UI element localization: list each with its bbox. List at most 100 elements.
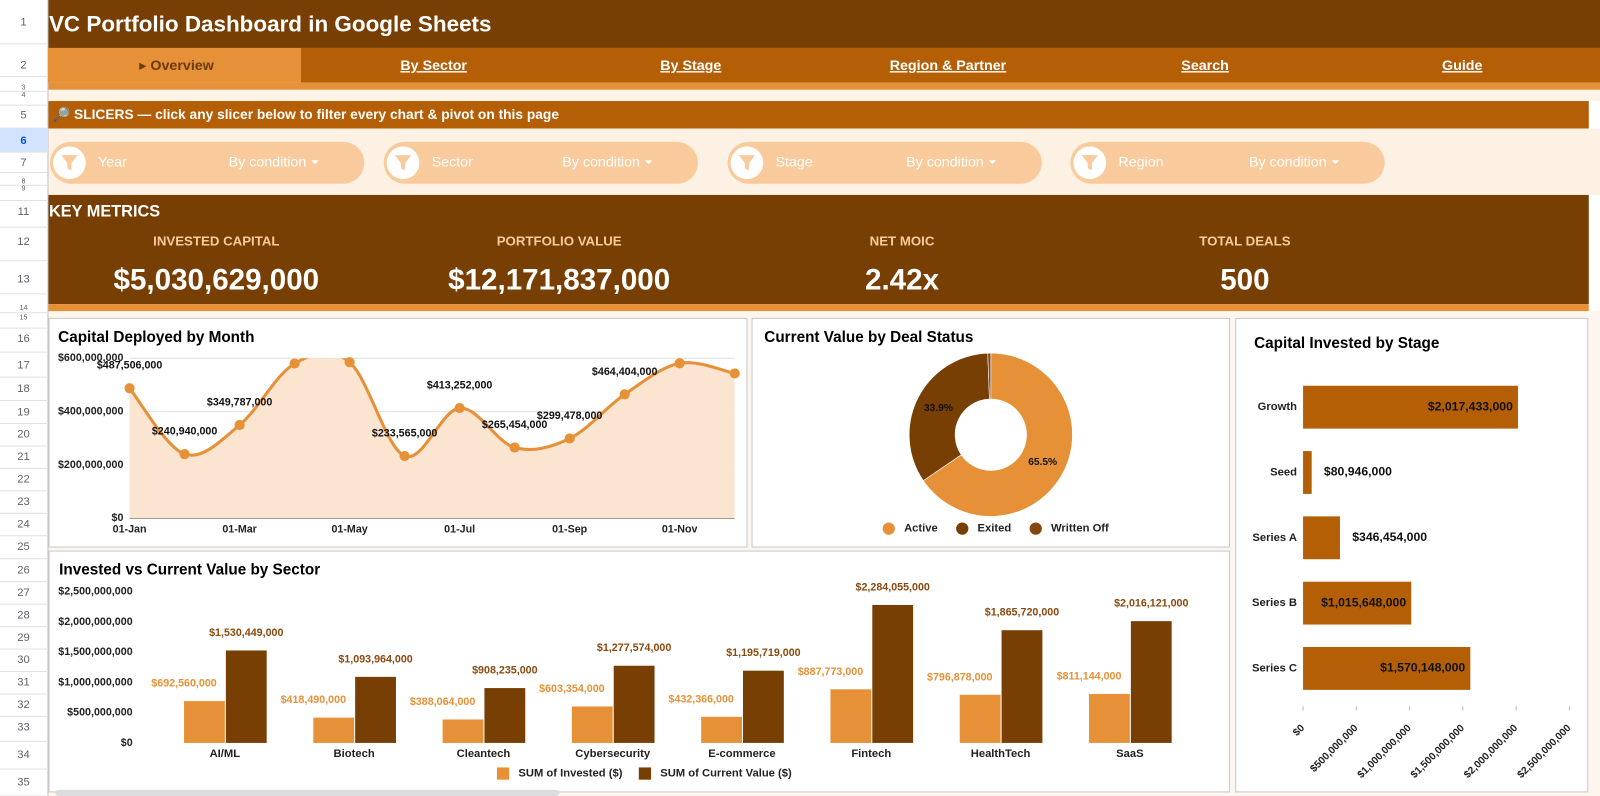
slicer-condition[interactable]: By condition	[229, 155, 307, 171]
y-tick-label: $1,000,000,000	[58, 676, 132, 688]
data-label: $80,946,000	[1324, 465, 1392, 479]
row-number: 5	[20, 109, 26, 121]
chart-title: Invested vs Current Value by Sector	[59, 562, 320, 579]
dropdown-caret	[1331, 160, 1339, 165]
legend-swatch	[1029, 522, 1042, 535]
y-tick-label: Series A	[1252, 532, 1296, 544]
data-label: $432,366,000	[668, 693, 734, 705]
slicer[interactable]	[50, 141, 365, 184]
dropdown-caret	[988, 160, 997, 165]
data-label: $2,284,055,000	[856, 581, 930, 593]
slicer-condition[interactable]: By condition	[906, 155, 984, 171]
slicer-field: Region	[1118, 155, 1163, 171]
metric-value: 2.42x	[865, 263, 940, 296]
bar	[1303, 451, 1312, 494]
row-number: 35	[17, 777, 29, 789]
point	[509, 442, 520, 453]
dropdown-caret	[311, 160, 319, 165]
tab[interactable]: By Sector	[400, 58, 467, 74]
slicer[interactable]	[727, 141, 1042, 184]
tab-bar	[47, 47, 1600, 83]
slicer-banner	[47, 101, 1589, 129]
slicer[interactable]	[383, 141, 698, 184]
data-label: $349,787,000	[207, 396, 273, 408]
area	[129, 358, 735, 519]
row-number: 22	[17, 474, 29, 486]
tab[interactable]: Guide	[1442, 58, 1482, 74]
y-tick-label: $1,500,000,000	[58, 646, 132, 658]
data-label: $1,015,648,000	[1321, 595, 1406, 609]
legend-label: Written Off	[1051, 523, 1109, 535]
row-number: 4	[21, 91, 25, 99]
data-label: $603,354,000	[539, 683, 605, 695]
scrollbar[interactable]	[55, 789, 560, 796]
x-tick-label: AI/ML	[210, 748, 241, 760]
row-headers: 1234567891112131415161718192021222324252…	[0, 16, 48, 796]
data-label: $1,530,449,000	[209, 627, 283, 639]
row-number: 29	[17, 632, 29, 644]
bar	[571, 706, 613, 743]
row-number: 26	[17, 564, 29, 576]
slicer-field: Stage	[776, 155, 813, 171]
legend-label: SUM of Current Value ($)	[660, 768, 792, 780]
dropdown-caret	[645, 160, 653, 165]
tab-active[interactable]	[47, 47, 302, 83]
data-label: $811,144,000	[1057, 670, 1122, 682]
data-label: $299,478,000	[537, 410, 603, 422]
x-tick-label: 01-Jan	[113, 523, 147, 535]
point	[289, 358, 300, 369]
x-tick-label: 01-Sep	[552, 523, 588, 535]
slicer[interactable]	[1070, 141, 1385, 184]
x-tick-label: Fintech	[851, 748, 891, 760]
y-tick-label: $200,000,000	[58, 459, 124, 471]
data-label: $487,506,000	[97, 360, 163, 372]
x-tick-label: 01-Nov	[662, 523, 698, 535]
bar	[743, 670, 784, 743]
data-label: $2,016,121,000	[1114, 598, 1188, 610]
row-number: 27	[17, 587, 29, 599]
tab[interactable]: By Stage	[660, 58, 721, 74]
y-tick-label: $0	[112, 512, 124, 524]
row-number: 16	[17, 333, 29, 345]
data-label: $908,235,000	[472, 665, 538, 677]
metric-value: 500	[1220, 263, 1269, 296]
row-number: 1	[20, 16, 26, 28]
row-number: 23	[17, 496, 29, 508]
filter-icon	[394, 155, 412, 171]
data-label: $1,570,148,000	[1380, 661, 1465, 675]
tab[interactable]: ▸ Overview	[139, 58, 214, 74]
data-label: $1,195,719,000	[726, 647, 800, 659]
dashboard-title: VC Portfolio Dashboard in Google Sheets	[49, 11, 492, 36]
bar	[442, 719, 484, 743]
point	[399, 450, 410, 462]
key-metrics-panel	[47, 194, 1589, 305]
bar	[1303, 385, 1518, 429]
tab[interactable]: Search	[1181, 58, 1229, 74]
row-number: 18	[17, 383, 29, 395]
row-number: 28	[17, 609, 29, 621]
row-number: 6	[20, 135, 26, 147]
filter-icon	[61, 155, 78, 171]
row-number: 24	[17, 519, 29, 531]
slicer-condition[interactable]: By condition	[562, 155, 640, 171]
row-number: 21	[17, 451, 29, 463]
title-bar	[47, 0, 1600, 48]
bar	[1303, 647, 1471, 690]
tab[interactable]: Region & Partner	[890, 58, 1007, 74]
row-number: 25	[17, 541, 29, 553]
data-label: $1,093,964,000	[338, 653, 412, 665]
bar	[1303, 581, 1412, 625]
data-label: $418,490,000	[281, 694, 347, 706]
y-tick-label: $600,000,000	[58, 352, 124, 364]
point	[124, 383, 135, 394]
bar	[872, 604, 914, 743]
slicer-condition[interactable]: By condition	[1249, 155, 1327, 171]
y-tick-label: Series B	[1252, 597, 1297, 609]
y-tick-label: $2,500,000,000	[58, 586, 132, 598]
metrics-strip	[47, 304, 1589, 312]
point	[674, 358, 685, 369]
point	[234, 419, 245, 431]
row-number: 19	[17, 406, 29, 418]
x-tick-label: 01-Mar	[222, 523, 257, 535]
key-metrics-title: KEY METRICS	[49, 203, 160, 221]
